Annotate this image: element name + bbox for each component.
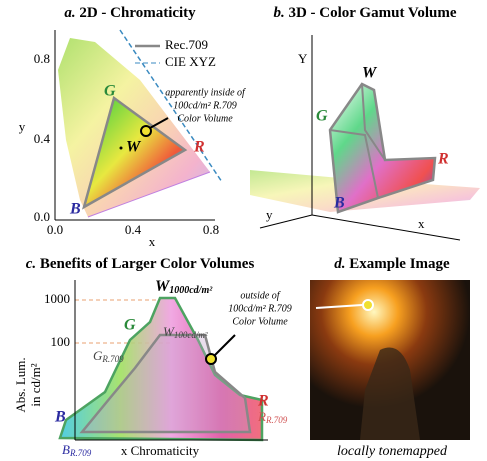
vertex-sub: R.709: [101, 354, 124, 364]
annotation: outside of: [240, 290, 280, 301]
figure: a. 2D - Chromaticity 0.0 0.4 0.8 0.0 0.4…: [0, 0, 487, 461]
y-tick-label: 0.4: [34, 131, 51, 146]
page: a. 2D - Chromaticity 0.0 0.4 0.8 0.0 0.4…: [0, 0, 487, 461]
vertex-label: W: [126, 139, 142, 156]
vertex-label: B: [69, 201, 81, 218]
vertex-label: R: [257, 393, 269, 410]
vertex-label: W1000cd/m²: [155, 278, 213, 297]
panel-title: d. Example Image: [334, 256, 450, 272]
y-tick-label: 100: [51, 334, 71, 349]
vertex-sub: 100cd/m²: [174, 330, 208, 340]
panel-label: b.: [273, 5, 284, 21]
x-label: x: [149, 234, 156, 249]
axis-label: Y: [298, 51, 308, 66]
annotation: Color Volume: [232, 316, 288, 327]
panel-title: a. 2D - Chromaticity: [64, 5, 196, 21]
axis-label: x: [418, 216, 425, 231]
y-tick-label: 1000: [44, 291, 70, 306]
vertex-sub: 1000cd/m²: [169, 285, 213, 296]
vertex-label: GR.709: [93, 348, 124, 364]
vertex-sub: R.709: [69, 448, 92, 458]
annotation: Color Volume: [177, 113, 233, 124]
y-label: in cd/m²: [28, 363, 43, 406]
panel-title: c. Benefits of Larger Color Volumes: [26, 256, 255, 272]
panel-label: c.: [26, 256, 36, 272]
vertex-label: W: [362, 65, 378, 82]
vertex-label: G: [104, 83, 116, 100]
panel-label: a.: [64, 5, 75, 21]
axis-label: y: [266, 207, 273, 222]
x-axis: [312, 215, 460, 240]
white-point: [120, 147, 123, 150]
title-text: Benefits of Larger Color Volumes: [40, 256, 255, 272]
title-text: Example Image: [349, 256, 450, 272]
y-tick-label: 0.8: [34, 51, 50, 66]
vertex-label: R: [437, 151, 449, 168]
y-label: y: [19, 119, 26, 134]
legend-label: CIE XYZ: [165, 54, 216, 69]
marker: [206, 354, 216, 364]
vertex-label: G: [316, 108, 328, 125]
legend-label: Rec.709: [165, 37, 208, 52]
x-label: x Chromaticity: [121, 443, 200, 458]
vertex-label: B: [333, 195, 345, 212]
vertex-sub: R.709: [265, 415, 288, 425]
x-tick-label: 0.0: [47, 222, 63, 237]
vertex-label: R: [193, 139, 205, 156]
title-text: 2D - Chromaticity: [79, 5, 196, 21]
vertex-label: B: [54, 409, 66, 426]
marker: [363, 300, 373, 310]
y-label: Abs. Lum.: [13, 357, 28, 412]
annotation: apparently inside of: [165, 87, 246, 98]
x-tick-label: 0.4: [125, 222, 142, 237]
annotation: 100cd/m² R.709: [228, 303, 292, 314]
caption: locally tonemapped: [337, 444, 448, 459]
x-tick-label: 0.8: [203, 222, 219, 237]
pointer: [215, 335, 235, 355]
vertex-label: RR.709: [257, 409, 288, 425]
vertex-label: G: [124, 317, 136, 334]
vertex-main: R: [257, 409, 266, 424]
vertex-label: BR.709: [62, 442, 92, 458]
panel-label: d.: [334, 256, 345, 272]
title-text: 3D - Color Gamut Volume: [288, 5, 456, 21]
panel-title: b. 3D - Color Gamut Volume: [273, 5, 456, 21]
marker: [141, 126, 151, 136]
rec709-volume: [82, 335, 250, 432]
vertex-main: B: [62, 442, 70, 457]
annotation: 100cd/m² R.709: [173, 100, 237, 111]
